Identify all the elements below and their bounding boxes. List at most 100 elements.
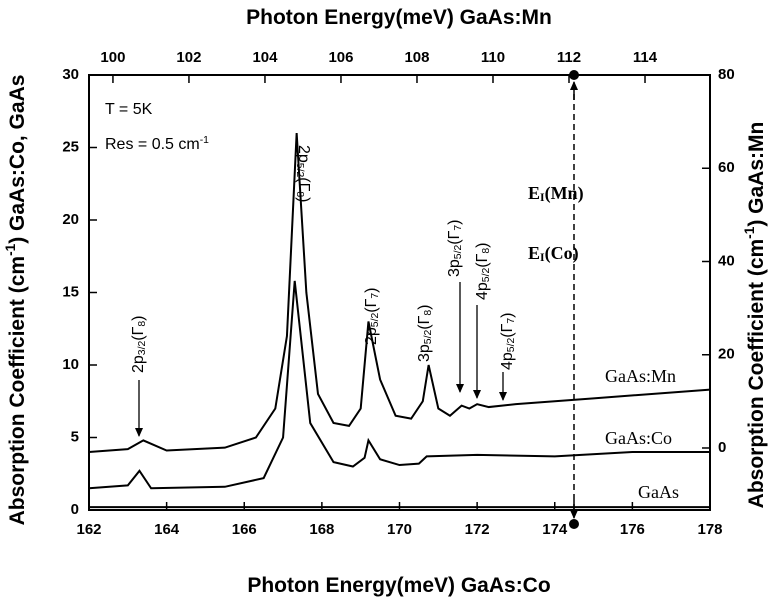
y2-tick-label: 60 [718,159,735,176]
series-label: GaAs [638,482,679,502]
x-tick-label: 174 [542,521,568,538]
y-tick-label: 30 [62,66,79,83]
y-tick-label: 10 [62,356,79,373]
peak-label-part: (Γ [446,230,463,244]
annotation: T = 5K [105,101,153,118]
peak-label-part: 3p [416,344,433,362]
y2-tick-label: 40 [718,252,735,269]
top-axis-title: Photon Energy(meV) GaAs:Mn [246,6,552,29]
peak-label-part: (Γ [474,253,491,267]
peak-label-part: 2p [130,355,147,373]
peak-label-part: 5/2 [370,313,381,328]
peak-label-part: 2p [295,145,312,163]
peak-label-part: ) [474,243,491,248]
peak-label-part: (Γ [499,323,516,337]
annotation-part: E [528,183,540,203]
x-tick-label: 168 [309,521,334,538]
peak-label-part: 8 [294,191,305,197]
peak-label-part: 3p [446,259,463,277]
annotation: EI(Co) [528,243,579,264]
y2-axis-title: Absorption Coefficient (cm-1) GaAs:Mn [742,122,767,509]
x-axis-title: Photon Energy(meV) GaAs:Co [247,574,550,597]
annotation-part: E [528,243,540,263]
y-axis-title-part: -1 [3,243,18,256]
x-tick-label: 164 [154,521,180,538]
peak-label-part: 8 [423,310,434,316]
annotation-part: -1 [200,135,209,146]
peak-label-part: 7 [370,293,381,299]
x2-tick-label: 100 [100,49,125,66]
x-tick-label: 170 [387,521,412,538]
x2-tick-label: 108 [404,49,429,66]
peak-label-part: ) [363,288,380,293]
peak-label: 4p5/2(Γ8) [474,243,492,301]
x-tick-label: 172 [465,521,490,538]
peak-label-part: ) [130,316,147,321]
x2-tick-label: 102 [176,49,201,66]
annotation-part: (Co) [545,243,579,264]
peak-label-part: 8 [481,248,492,254]
y2-tick-label: 20 [718,346,735,363]
y2-axis-title-part: -1 [742,226,757,239]
y-tick-label: 25 [62,138,79,155]
x-tick-label: 178 [697,521,722,538]
peak-label-part: 8 [137,321,148,327]
y-axis-title-part: Absorption Coefficient (cm [6,256,29,526]
peak-label: 2p5/2(Γ7) [363,288,381,346]
y-tick-label: 15 [62,283,79,300]
y2-axis-title-part: ) GaAs:Mn [745,122,768,227]
annotation-part: (Mn) [545,183,584,204]
marker-dot [569,519,579,529]
peak-label-part: 5/2 [453,245,464,260]
y-tick-label: 0 [71,501,79,518]
y2-tick-label: 0 [718,439,726,456]
peak-label-part: 5/2 [506,338,517,353]
peak-label-part: 7 [506,318,517,324]
marker-dot [569,70,579,80]
x2-tick-label: 114 [633,49,658,66]
x-tick-label: 176 [620,521,645,538]
y2-tick-label: 80 [718,66,735,83]
y-tick-label: 5 [71,428,79,445]
x-axis-title-part: Photon Energy(meV) GaAs:Co [247,574,550,597]
annotation-part: T = 5K [105,101,153,118]
x2-tick-label: 106 [328,49,353,66]
peak-label-part: 4p [474,282,491,300]
peak-label-part: 3/2 [137,341,148,356]
series-line [88,132,711,453]
peak-label-part: (Γ [295,177,312,191]
peak-label-part: ) [295,197,312,202]
peak-label-part: (Γ [363,298,380,312]
annotation: EI(Mn) [528,183,584,204]
annotation-part: I [540,191,545,204]
x-tick-label: 162 [76,521,101,538]
series-line [88,280,710,490]
peak-label-part: (Γ [416,315,433,329]
peak-label-part: ) [446,220,463,225]
annotation: Res = 0.5 cm-1 [105,135,209,153]
top-axis-title-part: Photon Energy(meV) GaAs:Mn [246,6,552,29]
y2-axis-title-part: Absorption Coefficient (cm [745,239,768,509]
peak-label-part: 5/2 [423,330,434,345]
peak-label-part: 7 [453,225,464,231]
x2-tick-label: 104 [252,49,278,66]
y-axis-title: Absorption Coefficient (cm-1) GaAs:Co, G… [3,75,28,526]
peak-label-part: 2p [363,327,380,345]
peak-label-part: ) [499,313,516,318]
y-tick-label: 20 [62,211,79,228]
x2-tick-label: 112 [557,49,581,66]
x2-tick-label: 110 [481,49,505,66]
series-label: GaAs:Co [605,428,672,448]
peak-label: 3p5/2(Γ8) [416,305,434,363]
y-axis-title-part: ) GaAs:Co, GaAs [6,75,29,244]
peak-label-part: 5/2 [294,163,305,178]
peak-label-part: ) [416,305,433,310]
peak-label-part: (Γ [130,326,147,340]
x-tick-label: 166 [232,521,257,538]
peak-label-part: 5/2 [481,268,492,283]
peak-label: 4p5/2(Γ7) [499,313,517,371]
peak-label-part: 4p [499,352,516,370]
peak-label: 3p5/2(Γ7) [446,220,464,278]
peak-label: 2p5/2(Γ8) [294,145,312,203]
